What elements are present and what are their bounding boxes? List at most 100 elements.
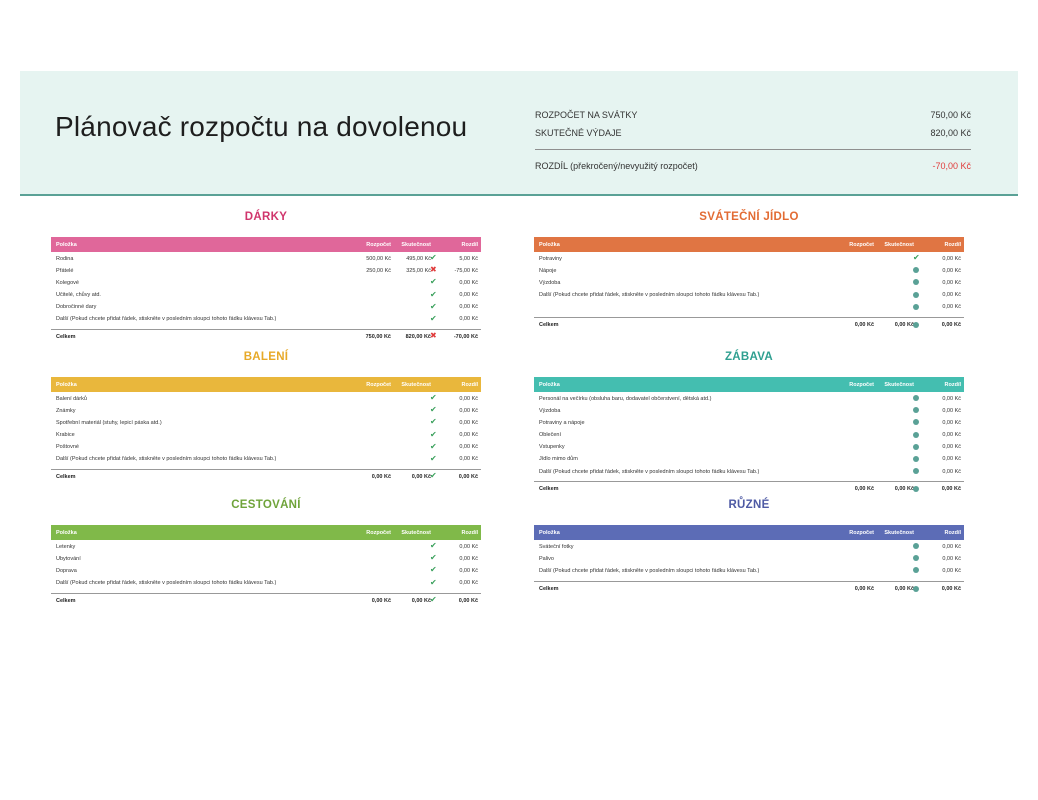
item-cell[interactable]: Další (Pokud chcete přidat řádek, stiskn… bbox=[56, 580, 277, 587]
table-row[interactable]: Další (Pokud chcete přidat řádek, stiskn… bbox=[51, 453, 481, 465]
table-row[interactable]: Přátelé 250,00 Kč 325,00 Kč ✖ -75,00 Kč bbox=[51, 264, 481, 276]
section-ruzne: RŮZNÉ Položka Rozpočet Skutečnost Rozdíl Svát… bbox=[534, 496, 964, 595]
diff-cell: 0,00 Kč bbox=[459, 316, 478, 323]
table-row[interactable]: Vstupenky 0,00 Kč bbox=[534, 441, 964, 453]
table-row[interactable]: Výzdoba 0,00 Kč bbox=[534, 276, 964, 288]
section-darky: DÁRKY Položka Rozpočet Skutečnost Rozdíl Rodi… bbox=[51, 208, 481, 343]
table-header: Položka Rozpočet Skutečnost Rozdíl bbox=[51, 525, 481, 540]
total-budget: 0,00 Kč bbox=[854, 486, 874, 493]
item-cell[interactable]: Vstupenky bbox=[539, 444, 565, 451]
item-cell[interactable]: Nápoje bbox=[539, 267, 557, 274]
section-title: SVÁTEČNÍ JÍDLO bbox=[699, 211, 799, 223]
item-cell[interactable]: Další (Pokud chcete přidat řádek, stiskn… bbox=[539, 292, 760, 299]
table-row[interactable]: Známky ✔ 0,00 Kč bbox=[51, 404, 481, 416]
diff-cell: 0,00 Kč bbox=[459, 444, 478, 451]
status-dot bbox=[913, 407, 919, 414]
item-cell[interactable]: Výzdoba bbox=[539, 279, 561, 286]
summary-actual-value[interactable]: 820,00 Kč bbox=[930, 128, 971, 138]
table-row[interactable]: Personál na večírku (obsluha baru, dodav… bbox=[534, 392, 964, 404]
table-row[interactable]: Potraviny a nápoje 0,00 Kč bbox=[534, 416, 964, 428]
item-cell[interactable]: Dobročinné dary bbox=[56, 304, 97, 311]
item-cell[interactable]: Přátelé bbox=[56, 267, 74, 274]
table-row[interactable]: Oblečení 0,00 Kč bbox=[534, 429, 964, 441]
item-cell[interactable]: Oblečení bbox=[539, 432, 562, 439]
table-row[interactable]: 0,00 Kč bbox=[534, 301, 964, 313]
table-row[interactable]: Letenky ✔ 0,00 Kč bbox=[51, 540, 481, 552]
table-row[interactable]: Doprava ✔ 0,00 Kč bbox=[51, 564, 481, 576]
table-row[interactable]: Další (Pokud chcete přidat řádek, stiskn… bbox=[51, 577, 481, 589]
table-row[interactable]: Palivo 0,00 Kč bbox=[534, 552, 964, 564]
table-row[interactable]: Další (Pokud chcete přidat řádek, stiskn… bbox=[534, 465, 964, 477]
budget-cell[interactable]: 250,00 Kč bbox=[366, 267, 391, 274]
table-row[interactable]: Další (Pokud chcete přidat řádek, stiskn… bbox=[51, 313, 481, 325]
status-dot bbox=[913, 321, 919, 328]
item-cell[interactable]: Letenky bbox=[56, 543, 76, 550]
item-cell[interactable]: Potraviny bbox=[539, 255, 562, 262]
check-icon: ✔ bbox=[430, 441, 437, 451]
table-row[interactable]: Další (Pokud chcete přidat řádek, stiskn… bbox=[534, 289, 964, 301]
item-cell[interactable]: Známky bbox=[56, 407, 76, 414]
item-cell[interactable]: Personál na večírku (obsluha baru, dodav… bbox=[539, 395, 712, 402]
item-cell[interactable]: Výzdoba bbox=[539, 407, 561, 414]
table-row[interactable]: Jídlo mimo dům 0,00 Kč bbox=[534, 453, 964, 465]
section-title: BALENÍ bbox=[243, 351, 289, 363]
status-dot bbox=[913, 291, 919, 298]
item-cell[interactable]: Další (Pokud chcete přidat řádek, stiskn… bbox=[539, 468, 760, 475]
summary-diff-value[interactable]: -70,00 Kč bbox=[932, 161, 971, 171]
item-cell[interactable]: Doprava bbox=[56, 567, 77, 574]
item-cell[interactable]: Rodina bbox=[56, 255, 74, 262]
item-cell[interactable]: Poštovné bbox=[56, 444, 79, 451]
actual-cell[interactable]: 325,00 Kč bbox=[406, 267, 431, 274]
table-row[interactable]: Krabice ✔ 0,00 Kč bbox=[51, 429, 481, 441]
item-cell[interactable]: Jídlo mimo dům bbox=[539, 456, 578, 463]
summary-budget-value[interactable]: 750,00 Kč bbox=[930, 110, 971, 120]
diff-cell: 0,00 Kč bbox=[459, 555, 478, 562]
status-dot bbox=[913, 431, 919, 438]
table-row[interactable]: Rodina 500,00 Kč 495,00 Kč ✔ 5,00 Kč bbox=[51, 252, 481, 264]
table-row[interactable]: Nápoje 0,00 Kč bbox=[534, 264, 964, 276]
item-cell[interactable]: Balení dárků bbox=[56, 395, 87, 402]
item-cell[interactable]: Další (Pokud chcete přidat řádek, stiskn… bbox=[539, 567, 760, 574]
table-row[interactable]: Ubytování ✔ 0,00 Kč bbox=[51, 552, 481, 564]
actual-cell[interactable]: 495,00 Kč bbox=[406, 255, 431, 262]
status-dot bbox=[913, 279, 919, 286]
section-cestovani: CESTOVÁNÍ Položka Rozpočet Skutečnost Rozdíl… bbox=[51, 496, 481, 607]
check-icon: ✔ bbox=[430, 594, 437, 604]
item-cell[interactable]: Potraviny a nápoje bbox=[539, 419, 585, 426]
dot-icon bbox=[913, 277, 919, 286]
total-budget: 750,00 Kč bbox=[365, 334, 391, 341]
check-icon: ✔ bbox=[430, 405, 437, 415]
table-row[interactable]: Sváteční fotky 0,00 Kč bbox=[534, 540, 964, 552]
table-row[interactable]: Potraviny ✔ 0,00 Kč bbox=[534, 252, 964, 264]
item-cell[interactable]: Další (Pokud chcete přidat řádek, stiskn… bbox=[56, 456, 277, 463]
cross-icon: ✖ bbox=[430, 265, 437, 275]
table-row[interactable]: Učitelé, chůvy atd. ✔ 0,00 Kč bbox=[51, 289, 481, 301]
item-cell[interactable]: Krabice bbox=[56, 432, 75, 439]
total-actual: 0,00 Kč bbox=[894, 486, 914, 493]
status-dot bbox=[913, 585, 919, 592]
dot-icon bbox=[913, 265, 919, 274]
item-cell[interactable]: Kolegové bbox=[56, 279, 79, 286]
column-header-actual: Skutečnost bbox=[884, 242, 914, 248]
table-row[interactable]: Dobročinné dary ✔ 0,00 Kč bbox=[51, 301, 481, 313]
item-cell[interactable]: Spotřební materiál (stuhy, lepicí páska … bbox=[56, 419, 162, 426]
item-cell[interactable]: Učitelé, chůvy atd. bbox=[56, 292, 101, 299]
table-row[interactable]: Výzdoba 0,00 Kč bbox=[534, 404, 964, 416]
column-header-budget: Rozpočet bbox=[849, 242, 874, 248]
item-cell[interactable]: Další (Pokud chcete přidat řádek, stiskn… bbox=[56, 316, 277, 323]
diff-cell: 0,00 Kč bbox=[459, 543, 478, 550]
item-cell[interactable]: Ubytování bbox=[56, 555, 81, 562]
diff-cell: 0,00 Kč bbox=[459, 567, 478, 574]
table-row[interactable]: Další (Pokud chcete přidat řádek, stiskn… bbox=[534, 564, 964, 576]
table-row[interactable]: Kolegové ✔ 0,00 Kč bbox=[51, 276, 481, 288]
budget-cell[interactable]: 500,00 Kč bbox=[366, 255, 391, 262]
item-cell[interactable]: Palivo bbox=[539, 555, 554, 562]
table-row[interactable]: Poštovné ✔ 0,00 Kč bbox=[51, 441, 481, 453]
status-dot bbox=[913, 443, 919, 450]
diff-cell: 0,00 Kč bbox=[459, 304, 478, 311]
diff-cell: 0,00 Kč bbox=[942, 543, 961, 550]
item-cell[interactable]: Sváteční fotky bbox=[539, 543, 574, 550]
table-row[interactable]: Spotřební materiál (stuhy, lepicí páska … bbox=[51, 416, 481, 428]
table-row[interactable]: Balení dárků ✔ 0,00 Kč bbox=[51, 392, 481, 404]
section-title: ZÁBAVA bbox=[724, 351, 773, 363]
